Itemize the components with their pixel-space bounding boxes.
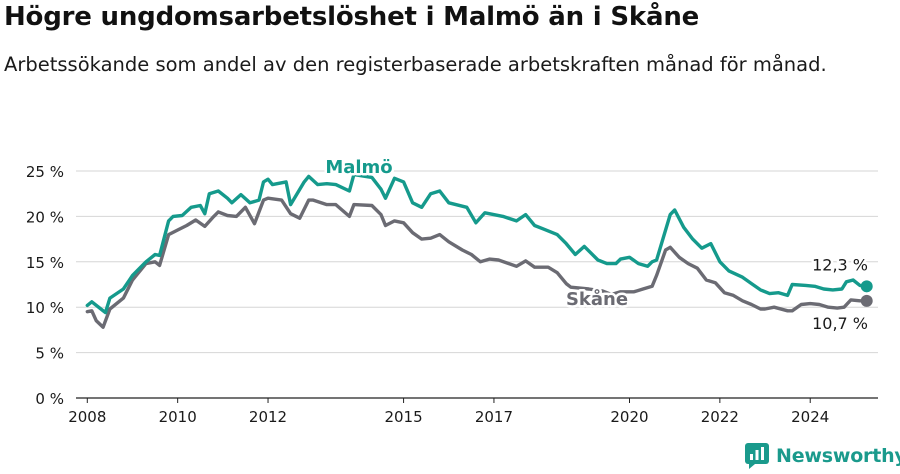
brand-name: Newsworthy	[776, 445, 900, 467]
y-tick-label: 15 %	[26, 254, 64, 272]
series-end-dot-malm	[860, 280, 873, 293]
x-tick-label: 2017	[475, 408, 513, 426]
series-end-dot-skne	[860, 294, 873, 307]
newsworthy-logo-icon	[745, 443, 769, 469]
x-tick-label: 2022	[701, 408, 739, 426]
series-label-malmo: Malmö	[325, 157, 392, 178]
y-tick-label: 5 %	[35, 345, 64, 363]
end-value-label-skane: 10,7 %	[812, 314, 868, 333]
y-tick-label: 0 %	[35, 390, 64, 408]
series-line-skne	[85, 196, 869, 329]
x-tick-label: 2010	[159, 408, 197, 426]
x-tick-label: 2008	[68, 408, 106, 426]
chart-title: Högre ungdomsarbetslöshet i Malmö än i S…	[4, 2, 700, 32]
x-tick-label: 2012	[249, 408, 287, 426]
end-value-label-malmo: 12,3 %	[812, 255, 868, 274]
y-tick-label: 20 %	[26, 208, 64, 226]
series-label-skane: Skåne	[566, 288, 628, 310]
series-line-malm	[85, 172, 869, 315]
chart-subtitle: Arbetssökande som andel av den registerb…	[4, 53, 827, 76]
x-tick-label: 2024	[791, 408, 829, 426]
x-axis: 2008 2010 2012 2015 2017 2020 2022 2024	[68, 397, 878, 426]
grid-lines	[76, 170, 878, 354]
x-tick-label: 2020	[610, 408, 648, 426]
y-tick-label: 10 %	[26, 299, 64, 317]
series-labels: Malmö Skåne 12,3 % 10,7 %	[323, 155, 871, 336]
x-tick-label: 2015	[384, 408, 422, 426]
y-tick-label: 25 %	[26, 163, 64, 181]
y-axis-tick-labels: 0 % 5 % 10 % 15 % 20 % 25 %	[26, 163, 64, 408]
newsworthy-brand[interactable]: Newsworthy	[745, 443, 900, 469]
series-lines	[85, 172, 873, 329]
